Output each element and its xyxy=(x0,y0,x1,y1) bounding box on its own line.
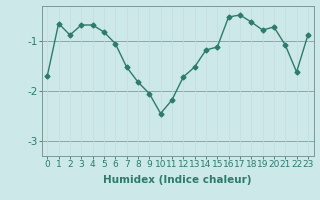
X-axis label: Humidex (Indice chaleur): Humidex (Indice chaleur) xyxy=(103,175,252,185)
